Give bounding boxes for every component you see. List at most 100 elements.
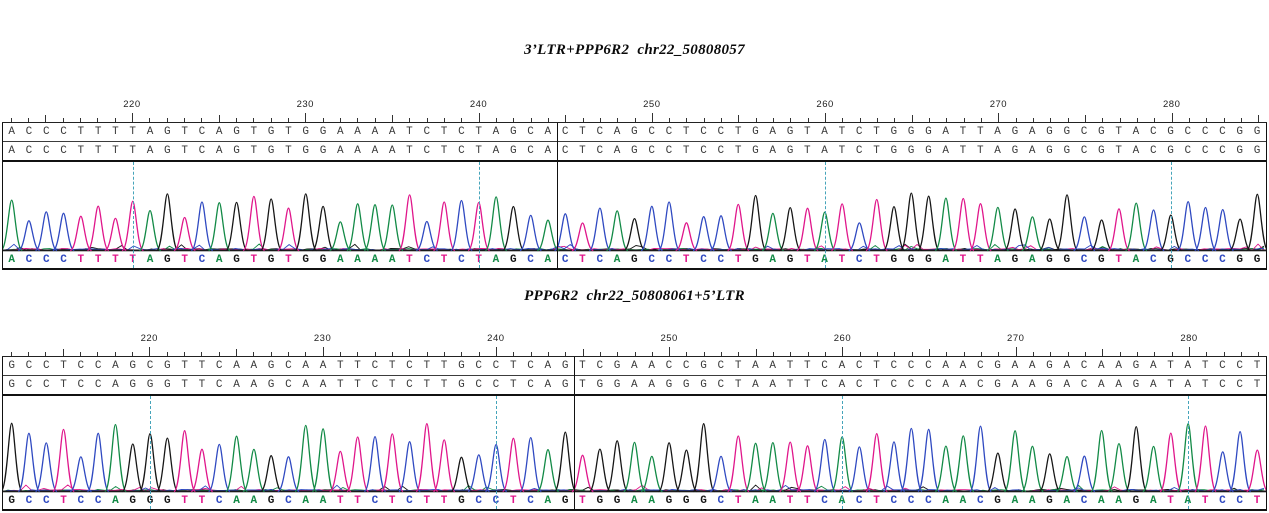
ruler-tick <box>1015 347 1017 356</box>
sequence-base: A <box>769 145 777 157</box>
sequence-base: A <box>959 379 967 391</box>
position-ruler: 220 230 240 250 260 270 280 <box>2 330 1267 357</box>
sequence-base: T <box>181 126 188 138</box>
sequence-base: A <box>354 126 361 138</box>
sequence-base: A <box>1115 360 1122 372</box>
sequence-base: C <box>475 360 482 372</box>
trace-peak <box>432 201 456 252</box>
ruler-tick <box>686 118 688 122</box>
base-call: A <box>492 254 500 266</box>
base-call: G <box>1063 254 1071 266</box>
trace-peak <box>311 428 335 493</box>
panel-title: PPP6R2 chr22_50808061+5’LTR <box>524 288 745 304</box>
trace-peak <box>173 216 196 252</box>
sequence-base: C <box>198 126 206 138</box>
sequence-base: T <box>959 145 967 157</box>
trace-peak <box>260 455 283 493</box>
trace-peak <box>588 207 612 252</box>
base-call: C <box>1219 254 1226 266</box>
trace-peak <box>1159 214 1182 252</box>
trace-peak <box>1038 453 1062 493</box>
ruler-tick <box>825 113 827 122</box>
base-call: C <box>1080 254 1088 266</box>
base-call: C <box>1080 495 1088 507</box>
trace-peak <box>398 194 421 252</box>
base-call: G <box>319 254 327 266</box>
base-call: C <box>1219 495 1226 507</box>
sequence-base: C <box>596 126 604 138</box>
base-call: T <box>804 495 811 507</box>
trace-peak <box>242 195 266 252</box>
sequence-base: G <box>302 145 309 157</box>
trace-peak <box>138 432 162 493</box>
base-call: G <box>302 254 309 266</box>
sequence-base: A <box>492 126 500 138</box>
sequence-base: G <box>752 126 759 138</box>
sequence-base: C <box>925 360 932 372</box>
sequence-base: A <box>215 126 223 138</box>
trace-peak <box>207 202 231 252</box>
sequence-base: G <box>8 360 15 372</box>
sequence-base: A <box>942 126 949 138</box>
base-call: A <box>821 254 828 266</box>
ruler-tick <box>547 118 549 122</box>
trace-peak <box>1142 445 1165 493</box>
sequence-base: G <box>319 126 327 138</box>
ruler-tick <box>235 349 237 356</box>
ruler-tick <box>911 352 913 356</box>
sequence-base: A <box>371 126 379 138</box>
ruler-tick <box>998 113 1000 122</box>
sequence-base: G <box>907 145 915 157</box>
ruler-tick <box>634 118 636 122</box>
sequence-base: A <box>1011 360 1019 372</box>
trace-peak <box>501 437 525 493</box>
sequence-base: C <box>1080 379 1088 391</box>
sequence-base: T <box>804 379 811 391</box>
base-call: A <box>648 495 655 507</box>
base-call: A <box>215 254 223 266</box>
sequence-base: A <box>1098 360 1105 372</box>
sequence-base: A <box>492 145 500 157</box>
sequence-base: C <box>665 360 673 372</box>
base-call: G <box>665 495 673 507</box>
trace-peak <box>52 212 75 252</box>
base-call: G <box>267 495 275 507</box>
ruler-tick <box>755 349 757 356</box>
sequence-base: T <box>786 360 794 372</box>
sequence-base: G <box>319 145 327 157</box>
sequence-base: G <box>129 379 137 391</box>
ruler-tick <box>1189 118 1191 122</box>
ruler-tick <box>305 352 307 356</box>
sequence-base: A <box>1115 379 1122 391</box>
sequence-base: T <box>475 145 482 157</box>
base-call: A <box>752 495 759 507</box>
sequence-base: A <box>250 360 258 372</box>
base-call: A <box>1011 495 1019 507</box>
sequence-base: C <box>423 126 431 138</box>
trace-peak <box>311 205 335 252</box>
trace-peak <box>432 439 456 493</box>
ruler-tick <box>1050 118 1052 122</box>
sequence-base: C <box>596 360 604 372</box>
sequence-base: T <box>734 126 742 138</box>
sequence-base: A <box>1184 360 1192 372</box>
trace-peak <box>571 454 594 493</box>
base-call: T <box>440 254 448 266</box>
trace-peak <box>813 211 837 252</box>
base-call: A <box>302 495 309 507</box>
ruler-tick <box>582 118 584 122</box>
base-call: G <box>233 254 240 266</box>
sequence-base: A <box>613 126 621 138</box>
ruler-tick <box>738 115 740 122</box>
base-call: A <box>994 254 1001 266</box>
ruler-tick <box>391 115 393 122</box>
base-call: C <box>492 495 500 507</box>
base-call: T <box>1253 495 1261 507</box>
sequence-base: G <box>1167 145 1174 157</box>
sequence-base: A <box>1028 379 1036 391</box>
ruler-tick <box>1015 118 1017 122</box>
base-call: G <box>1046 495 1053 507</box>
ruler-tick <box>287 118 289 122</box>
base-call: A <box>233 495 240 507</box>
ruler-tick <box>45 352 47 356</box>
